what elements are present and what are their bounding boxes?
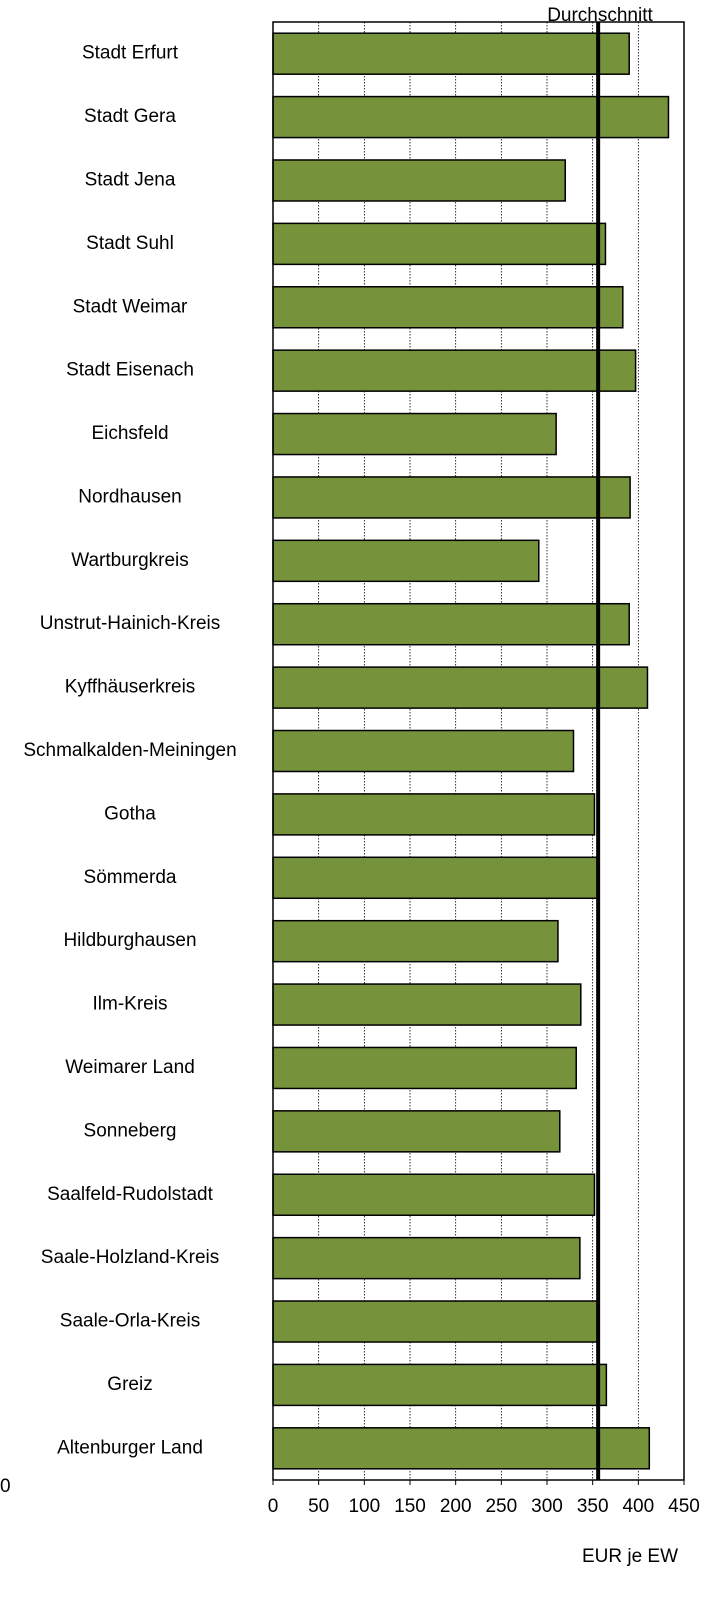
y-tick-label: Sömmerda <box>84 867 177 888</box>
bar <box>272 1046 577 1090</box>
x-tick-label: 50 <box>308 1496 329 1517</box>
bar <box>272 476 631 519</box>
bar <box>272 983 582 1026</box>
y-tick-label: Stadt Gera <box>84 106 176 127</box>
y-tick-label: Unstrut-Hainich-Kreis <box>40 613 221 634</box>
y-tick-label: Ilm-Kreis <box>93 994 168 1015</box>
bar <box>272 286 624 329</box>
x-tick-label: 100 <box>348 1496 380 1517</box>
y-tick-label: Weimarer Land <box>65 1057 195 1078</box>
bar <box>272 349 637 392</box>
y-tick-label: Stadt Eisenach <box>66 360 194 381</box>
bar <box>272 666 649 709</box>
y-tick-label: Kyffhäuserkreis <box>65 677 196 698</box>
bar <box>272 1173 596 1216</box>
bar <box>272 222 607 266</box>
y-tick-label: Hildburghausen <box>63 930 196 951</box>
bar <box>272 1427 651 1470</box>
y-tick-label: Saale-Holzland-Kreis <box>41 1247 219 1268</box>
x-tick-label: 300 <box>531 1496 563 1517</box>
bar <box>272 919 559 963</box>
x-tick-label: 200 <box>440 1496 472 1517</box>
x-tick-label: 250 <box>485 1496 517 1517</box>
bar <box>272 1300 598 1343</box>
x-tick-label: 350 <box>577 1496 609 1517</box>
y-tick-label: Schmalkalden-Meiningen <box>23 740 236 761</box>
y-tick-label: Altenburger Land <box>57 1437 203 1458</box>
x-tick-label: 450 <box>668 1496 700 1517</box>
y-tick-label: Stadt Erfurt <box>82 43 179 64</box>
bar <box>272 856 598 900</box>
y-tick-label: Greiz <box>107 1374 152 1395</box>
bar <box>272 95 670 139</box>
x-tick-label: 400 <box>622 1496 654 1517</box>
bar <box>272 1236 581 1280</box>
y-tick-label: Stadt Jena <box>85 169 176 190</box>
bar <box>272 1110 561 1153</box>
x-tick-label: 150 <box>394 1496 426 1517</box>
y-tick-label: Stadt Weimar <box>73 296 188 317</box>
y-tick-label: Sonneberg <box>84 1120 177 1141</box>
bar <box>272 539 540 583</box>
plot-frame <box>272 21 685 1481</box>
x-axis-label: EUR je EW <box>582 1546 678 1567</box>
y-tick-label: Gotha <box>104 803 156 824</box>
x-tick-label: 0 <box>268 1496 279 1517</box>
bar <box>272 1363 608 1407</box>
y-tick-label: Stadt Suhl <box>86 233 174 254</box>
y-tick-label: Wartburgkreis <box>71 550 189 571</box>
bar <box>272 602 630 646</box>
bar <box>272 793 596 836</box>
bar <box>272 412 557 456</box>
bar <box>272 729 575 773</box>
y-tick-label: Eichsfeld <box>91 423 168 444</box>
reference-label: Durchschnitt <box>547 5 653 26</box>
y-tick-label: Saalfeld-Rudolstadt <box>47 1184 214 1205</box>
bar <box>272 32 630 75</box>
stray-label: 0 <box>0 1476 11 1497</box>
y-tick-label: Saale-Orla-Kreis <box>60 1311 200 1332</box>
y-tick-label: Nordhausen <box>78 486 182 507</box>
bar <box>272 159 567 202</box>
